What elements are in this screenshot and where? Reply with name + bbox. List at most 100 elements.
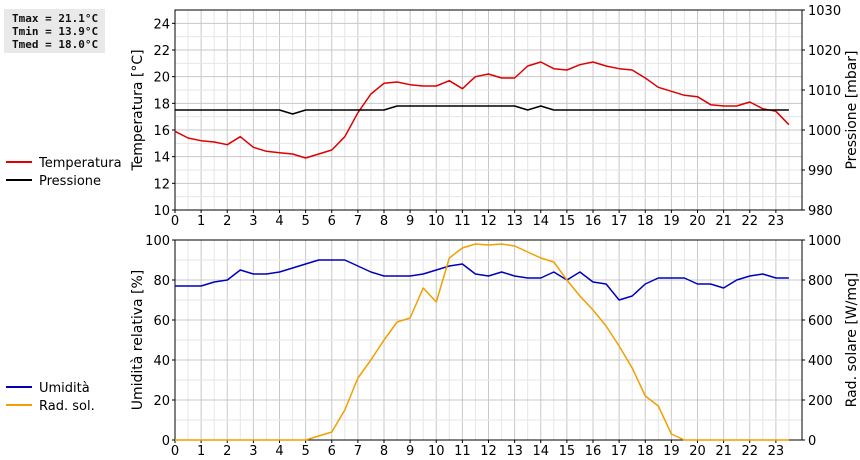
data-point — [645, 109, 646, 110]
data-point — [619, 299, 620, 300]
data-point — [318, 435, 319, 436]
data-point — [619, 109, 620, 110]
y-tick-label: 0 — [162, 434, 170, 449]
x-tick-label: 21 — [715, 214, 732, 229]
x-tick-label: 12 — [480, 444, 497, 459]
y-tick-label: 12 — [153, 177, 170, 192]
data-point — [331, 259, 332, 260]
data-point — [475, 105, 476, 106]
data-point — [292, 113, 293, 114]
y2-tick-label: 400 — [808, 354, 833, 369]
series-line-1 — [175, 259, 789, 301]
data-point — [592, 309, 593, 310]
data-point — [370, 93, 371, 94]
data-point — [227, 109, 228, 110]
data-point — [396, 275, 397, 276]
y-tick-label: 20 — [153, 394, 170, 409]
x-tick-label: 9 — [406, 444, 414, 459]
data-point — [605, 283, 606, 284]
data-point — [566, 279, 567, 280]
y-tick-label: 20 — [153, 71, 170, 86]
data-point — [201, 140, 202, 141]
data-point — [410, 317, 411, 318]
y2-tick-label: 990 — [808, 164, 833, 179]
data-point — [684, 109, 685, 110]
data-point — [788, 277, 789, 278]
x-tick-label: 14 — [532, 214, 549, 229]
data-point — [527, 277, 528, 278]
data-point — [410, 275, 411, 276]
data-point — [201, 285, 202, 286]
data-point — [449, 265, 450, 266]
data-point — [240, 136, 241, 137]
data-point — [579, 271, 580, 272]
x-tick-label: 10 — [428, 214, 445, 229]
data-point — [501, 271, 502, 272]
x-tick-label: 1 — [197, 214, 205, 229]
data-point — [527, 65, 528, 66]
data-point — [357, 109, 358, 110]
data-point — [736, 279, 737, 280]
data-point — [214, 141, 215, 142]
data-point — [775, 439, 776, 440]
data-point — [710, 104, 711, 105]
y-tick-label: 40 — [153, 354, 170, 369]
data-point — [279, 271, 280, 272]
y2-tick-label: 600 — [808, 314, 833, 329]
data-point — [749, 275, 750, 276]
data-point — [658, 405, 659, 406]
data-point — [619, 68, 620, 69]
data-point — [357, 265, 358, 266]
data-point — [305, 263, 306, 264]
series-line-1 — [174, 61, 790, 159]
data-point — [187, 285, 188, 286]
data-point — [488, 275, 489, 276]
data-point — [540, 277, 541, 278]
x-tick-label: 3 — [249, 214, 257, 229]
y-tick-label: 14 — [153, 151, 170, 166]
data-point — [736, 105, 737, 106]
x-tick-label: 19 — [663, 214, 680, 229]
data-point — [279, 152, 280, 153]
data-point — [292, 439, 293, 440]
data-point — [658, 87, 659, 88]
x-tick-label: 20 — [689, 214, 706, 229]
x-tick-label: 5 — [301, 214, 309, 229]
y2-tick-label: 1030 — [808, 4, 841, 19]
x-tick-label: 3 — [249, 444, 257, 459]
data-point — [423, 287, 424, 288]
x-tick-label: 17 — [611, 444, 628, 459]
data-point — [788, 124, 789, 125]
x-tick-label: 18 — [637, 444, 654, 459]
legend-label: Temperatura — [38, 156, 122, 171]
data-point — [344, 409, 345, 410]
data-point — [410, 105, 411, 106]
data-point — [553, 109, 554, 110]
y2-tick-label: 1010 — [808, 84, 841, 99]
data-point — [749, 439, 750, 440]
x-tick-label: 15 — [559, 444, 576, 459]
data-point — [214, 439, 215, 440]
y-tick-label: 10 — [153, 204, 170, 219]
data-point — [318, 153, 319, 154]
x-tick-label: 4 — [275, 444, 283, 459]
data-point — [462, 263, 463, 264]
data-point — [566, 69, 567, 70]
data-point — [423, 273, 424, 274]
data-point — [671, 433, 672, 434]
x-tick-label: 22 — [741, 444, 758, 459]
y2-axis-title: Pressione [mbar] — [844, 50, 860, 169]
data-point — [658, 109, 659, 110]
stat-tmin: Tmin = 13.9°C — [12, 25, 99, 38]
x-tick-label: 15 — [559, 214, 576, 229]
y-tick-label: 22 — [153, 44, 170, 59]
y2-tick-label: 0 — [808, 434, 816, 449]
data-point — [305, 439, 306, 440]
data-point — [201, 439, 202, 440]
data-point — [331, 109, 332, 110]
series-line-2 — [175, 243, 789, 441]
series-line-2 — [175, 105, 789, 115]
x-tick-label: 20 — [689, 444, 706, 459]
data-point — [579, 109, 580, 110]
data-point — [187, 137, 188, 138]
